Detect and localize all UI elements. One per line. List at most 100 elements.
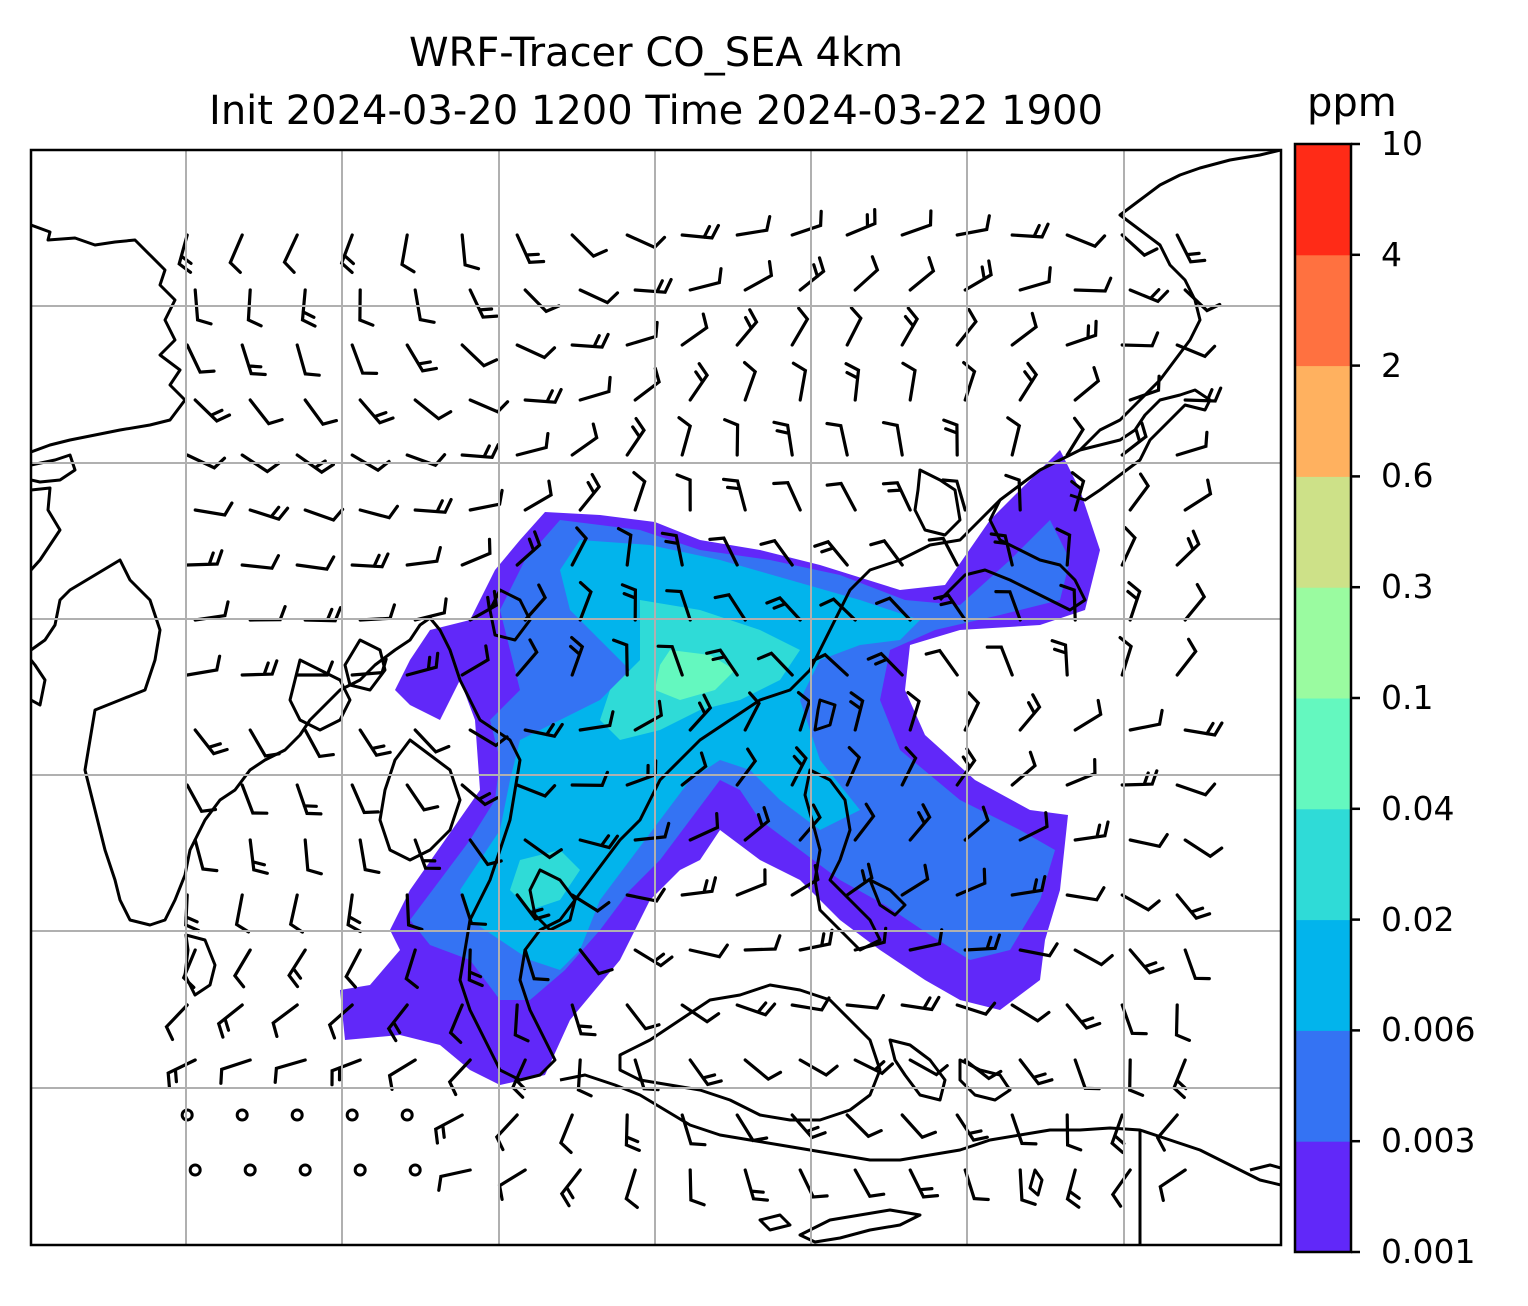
wind-barb — [1070, 471, 1086, 512]
wind-barb — [1174, 1003, 1191, 1042]
wind-barb — [468, 488, 504, 512]
co-tracer-shading — [340, 450, 1100, 1085]
calm-marker — [353, 1163, 367, 1177]
calm-marker — [243, 1163, 257, 1177]
wind-barb — [1128, 708, 1164, 732]
wind-barb — [437, 1168, 472, 1192]
wind-barb — [570, 1003, 597, 1037]
wind-barb — [497, 1168, 527, 1201]
wind-barb — [963, 259, 993, 292]
wind-barb — [955, 1113, 989, 1142]
wind-barb — [632, 471, 647, 512]
wind-barb — [1120, 893, 1161, 912]
wind-barb — [248, 398, 284, 426]
wind-barb — [468, 398, 510, 414]
colorbar-tick-label: 0.1 — [1381, 678, 1434, 717]
wind-barb — [1010, 222, 1050, 239]
wind-barb — [185, 654, 222, 677]
wind-barb — [1158, 1168, 1187, 1202]
wind-barb — [185, 549, 224, 567]
wind-barb — [1183, 948, 1211, 981]
wind-barb — [569, 636, 585, 677]
wind-barb — [713, 593, 747, 622]
wind-barb — [1065, 233, 1107, 249]
wind-barb — [288, 893, 304, 934]
wind-barb — [460, 233, 481, 271]
wind-barb — [825, 421, 849, 457]
wind-barb — [467, 948, 484, 988]
wind-barb — [1120, 1003, 1148, 1036]
wind-barb — [1010, 311, 1038, 347]
wind-barb — [578, 948, 614, 976]
calm-wind-markers — [180, 1108, 422, 1177]
wind-barb — [358, 838, 381, 874]
wind-barb — [853, 255, 880, 292]
wind-barb — [924, 648, 959, 677]
wind-barb — [248, 838, 269, 875]
wind-barb — [523, 583, 548, 622]
colorbar-tick-label: 2 — [1381, 345, 1402, 385]
wind-barb — [1073, 698, 1103, 732]
wind-barb — [1118, 636, 1133, 677]
wind-barb — [844, 362, 861, 402]
calm-marker — [400, 1108, 414, 1122]
colorbar-segment — [1295, 1030, 1351, 1142]
wind-barb — [705, 648, 739, 677]
wind-barb — [1018, 1058, 1054, 1086]
wind-barb — [1010, 875, 1047, 897]
wind-barb — [358, 288, 375, 327]
wind-barb — [1010, 1003, 1051, 1023]
wind-barb — [1050, 639, 1069, 677]
wind-barb — [1006, 416, 1022, 457]
wind-barb — [216, 1003, 244, 1039]
wind-barb — [790, 864, 820, 897]
calm-marker — [188, 1163, 202, 1177]
wind-barb — [185, 453, 227, 470]
colorbar-segment — [1295, 587, 1351, 699]
wind-barb — [413, 728, 451, 754]
wind-barb — [624, 1113, 641, 1152]
wind-barb — [633, 278, 673, 294]
wind-barb — [523, 388, 563, 404]
wind-barb — [675, 473, 692, 512]
wind-barb — [869, 539, 904, 567]
colorbar-segment — [1295, 144, 1351, 256]
wind-barb — [722, 477, 747, 512]
wind-barb — [413, 498, 453, 514]
wind-barb — [240, 554, 280, 570]
wind-barb — [405, 893, 424, 931]
wind-barb — [688, 1168, 706, 1207]
wind-barb — [680, 751, 708, 787]
wind-barb — [989, 532, 1014, 567]
wind-barb — [515, 783, 557, 798]
wind-barb — [743, 806, 771, 842]
wind-barb — [234, 893, 251, 934]
wind-barb — [447, 1058, 472, 1097]
wind-barb — [570, 526, 589, 567]
wind-barb — [963, 1058, 1003, 1081]
wind-barb — [677, 416, 693, 457]
wind-barb — [772, 420, 794, 457]
wind-barb — [164, 1003, 189, 1041]
wind-barb — [866, 651, 904, 677]
wind-barb — [1175, 343, 1217, 359]
wind-barb — [1120, 421, 1148, 457]
colorbar-tick-label: 0.001 — [1381, 1232, 1476, 1271]
colorbar-tick-label: 0.3 — [1381, 567, 1434, 607]
wind-barb — [620, 583, 638, 622]
wind-barb — [1183, 478, 1213, 512]
wind-barb — [1018, 693, 1042, 732]
wind-barb — [1175, 233, 1207, 264]
wind-barb — [1065, 1168, 1081, 1209]
wind-barb — [908, 256, 936, 292]
wind-barb — [616, 527, 633, 567]
wind-barb — [735, 1113, 769, 1143]
wind-barb — [413, 838, 442, 870]
wind-barb — [798, 803, 822, 842]
wind-barb — [240, 343, 267, 377]
wind-barb — [570, 893, 611, 913]
colorbar-segment — [1295, 365, 1351, 477]
wind-barb — [633, 699, 664, 732]
wind-barb — [941, 478, 967, 512]
wind-barb — [400, 233, 416, 274]
